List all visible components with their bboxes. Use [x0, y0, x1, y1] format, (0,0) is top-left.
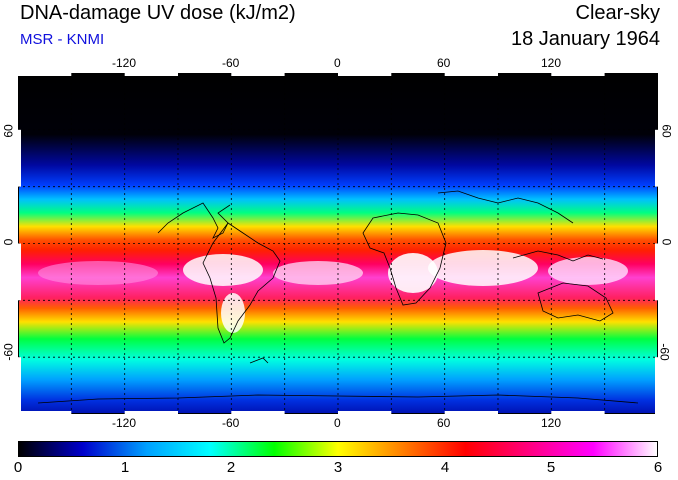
lon-tick-bottom: -120: [112, 416, 137, 430]
lon-tick-top: -120: [112, 56, 137, 70]
credit-label: MSR - KNMI: [20, 31, 105, 48]
lon-tick-top: 120: [541, 56, 562, 70]
colorbar: [18, 441, 658, 457]
frame-ticks: [18, 73, 658, 414]
map-title: DNA-damage UV dose (kJ/m2): [20, 2, 296, 24]
lon-tick-top: -60: [222, 56, 240, 70]
lat-tick-left: 60: [1, 124, 16, 138]
graticule: [18, 73, 658, 414]
colorbar-label: 2: [226, 459, 236, 476]
colorbar-label: 4: [440, 459, 450, 476]
colorbar-label: 0: [13, 459, 23, 476]
lat-tick-right: 60: [659, 124, 674, 138]
colorbar-label: 1: [120, 459, 130, 476]
map-date: 18 January 1964: [510, 28, 660, 50]
lon-tick-bottom: -60: [222, 416, 240, 430]
lon-tick-bottom: 120: [541, 416, 562, 430]
high-dose-patches: [38, 250, 628, 333]
lon-tick-top: 60: [437, 56, 451, 70]
colorbar-label: 3: [333, 459, 343, 476]
uv-dose-map: [18, 73, 658, 414]
colorbar-label: 5: [546, 459, 556, 476]
lon-tick-top: 0: [334, 56, 341, 70]
lat-tick-left: -60: [1, 343, 16, 361]
lon-tick-bottom: 0: [334, 416, 341, 430]
lon-tick-bottom: 60: [437, 416, 451, 430]
colorbar-label: 6: [653, 459, 663, 476]
lat-tick-right: 0: [659, 238, 674, 246]
sky-condition: Clear-sky: [575, 2, 660, 24]
lat-tick-left: 0: [1, 238, 16, 246]
lat-tick-right: -60: [657, 343, 672, 361]
